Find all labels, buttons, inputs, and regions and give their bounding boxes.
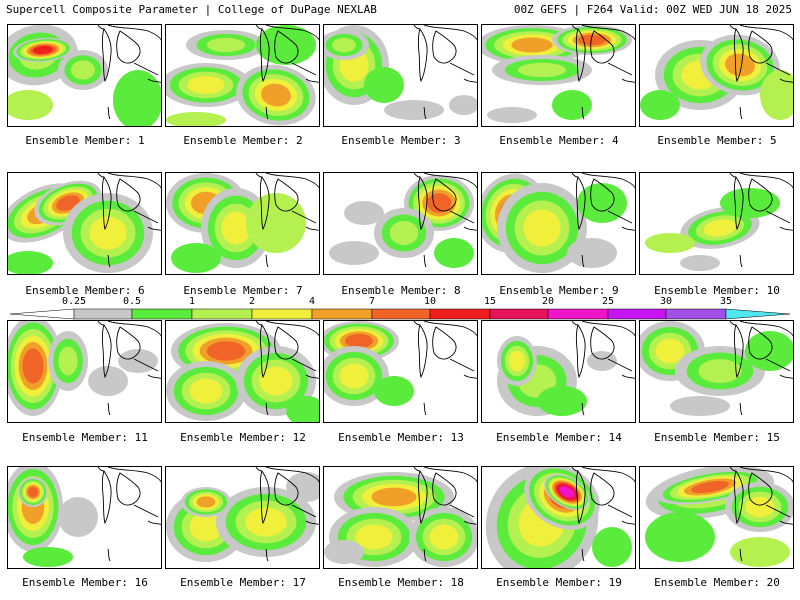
ensemble-member-label: Ensemble Member: 20	[654, 576, 780, 589]
scp-field-map	[324, 467, 477, 567]
scp-field-map	[8, 25, 161, 126]
colorbar-segment	[665, 308, 727, 320]
ensemble-member-label: Ensemble Member: 5	[657, 134, 777, 147]
colorbar-tick-label: 4	[308, 296, 316, 307]
colorbar-segment	[73, 308, 133, 320]
colorbar-tick-label: 20	[541, 296, 555, 307]
ensemble-member-label: Ensemble Member: 8	[341, 284, 461, 297]
scp-field-map	[482, 173, 635, 273]
ensemble-map-panel	[165, 320, 320, 423]
scp-field-map	[166, 467, 319, 562]
scp-field-map	[166, 173, 319, 273]
colorbar-graphic	[10, 308, 790, 320]
run-valid-time: 00Z GEFS | F264 Valid: 00Z WED JUN 18 20…	[513, 3, 792, 16]
scp-field-map	[324, 25, 477, 120]
colorbar-segment	[725, 308, 790, 320]
ensemble-member-label: Ensemble Member: 11	[22, 431, 148, 444]
colorbar-segment	[131, 308, 193, 320]
scp-field-map	[497, 321, 635, 416]
colorbar-tick-label: 1	[188, 296, 196, 307]
ensemble-member-label: Ensemble Member: 15	[654, 431, 780, 444]
ensemble-map-panel	[323, 466, 478, 569]
colorbar-segment	[429, 308, 491, 320]
colorbar-tick-label: 25	[601, 296, 615, 307]
colorbar-tick-label: 10	[423, 296, 437, 307]
ensemble-map-panel	[639, 172, 794, 275]
ensemble-member-label: Ensemble Member: 13	[338, 431, 464, 444]
ensemble-member-label: Ensemble Member: 3	[341, 134, 461, 147]
ensemble-member-label: Ensemble Member: 7	[183, 284, 303, 297]
colorbar-segment	[547, 308, 609, 320]
ensemble-map-panel	[323, 24, 478, 127]
ensemble-map-panel	[639, 466, 794, 569]
ensemble-member-label: Ensemble Member: 2	[183, 134, 303, 147]
ensemble-map-panel	[481, 466, 636, 569]
scp-field-map	[482, 25, 635, 123]
ensemble-map-panel	[7, 172, 162, 275]
ensemble-map-panel	[323, 172, 478, 275]
map-title: Supercell Composite Parameter | College …	[6, 3, 377, 16]
ensemble-member-label: Ensemble Member: 16	[22, 576, 148, 589]
scp-field-map	[485, 467, 635, 568]
scp-field-map	[324, 321, 477, 416]
scp-field-map	[8, 467, 161, 567]
ensemble-member-label: Ensemble Member: 4	[499, 134, 619, 147]
scp-field-map	[645, 173, 793, 271]
scp-field-map	[166, 321, 319, 422]
scp-field-map	[166, 25, 319, 126]
scp-field-map	[8, 321, 161, 416]
colorbar-tick-label: 2	[248, 296, 256, 307]
scp-field-map	[8, 173, 161, 274]
colorbar-tick-label: 0.5	[122, 296, 142, 307]
colorbar-tick-label: 0.25	[61, 296, 87, 307]
ensemble-member-label: Ensemble Member: 17	[180, 576, 306, 589]
ensemble-map-panel	[165, 24, 320, 127]
scp-field-map	[645, 467, 793, 567]
scp-field-map	[640, 321, 793, 416]
ensemble-map-panel	[639, 320, 794, 423]
colorbar-segment	[607, 308, 667, 320]
ensemble-member-label: Ensemble Member: 12	[180, 431, 306, 444]
colorbar-tick-label: 7	[368, 296, 376, 307]
ensemble-map-panel	[481, 24, 636, 127]
ensemble-member-label: Ensemble Member: 18	[338, 576, 464, 589]
colorbar-segment	[251, 308, 313, 320]
ensemble-member-label: Ensemble Member: 14	[496, 431, 622, 444]
colorbar-segment	[10, 308, 75, 320]
colorbar-tick-label: 30	[659, 296, 673, 307]
colorbar-tick-label: 15	[483, 296, 497, 307]
colorbar-segment	[191, 308, 253, 320]
ensemble-member-label: Ensemble Member: 19	[496, 576, 622, 589]
ensemble-map-panel	[323, 320, 478, 423]
ensemble-map-panel	[481, 320, 636, 423]
colorbar-segment	[489, 308, 549, 320]
ensemble-map-panel	[481, 172, 636, 275]
ensemble-map-panel	[7, 466, 162, 569]
colorbar-segment	[371, 308, 431, 320]
ensemble-member-label: Ensemble Member: 10	[654, 284, 780, 297]
colorbar-segment	[311, 308, 373, 320]
ensemble-map-panel	[7, 320, 162, 423]
ensemble-map-panel	[165, 172, 320, 275]
ensemble-member-label: Ensemble Member: 6	[25, 284, 145, 297]
ensemble-map-panel	[165, 466, 320, 569]
ensemble-map-panel	[7, 24, 162, 127]
scp-field-map	[640, 25, 793, 120]
ensemble-member-label: Ensemble Member: 1	[25, 134, 145, 147]
scp-field-map	[329, 173, 477, 268]
ensemble-member-label: Ensemble Member: 9	[499, 284, 619, 297]
colorbar-tick-label: 35	[719, 296, 733, 307]
ensemble-map-panel	[639, 24, 794, 127]
